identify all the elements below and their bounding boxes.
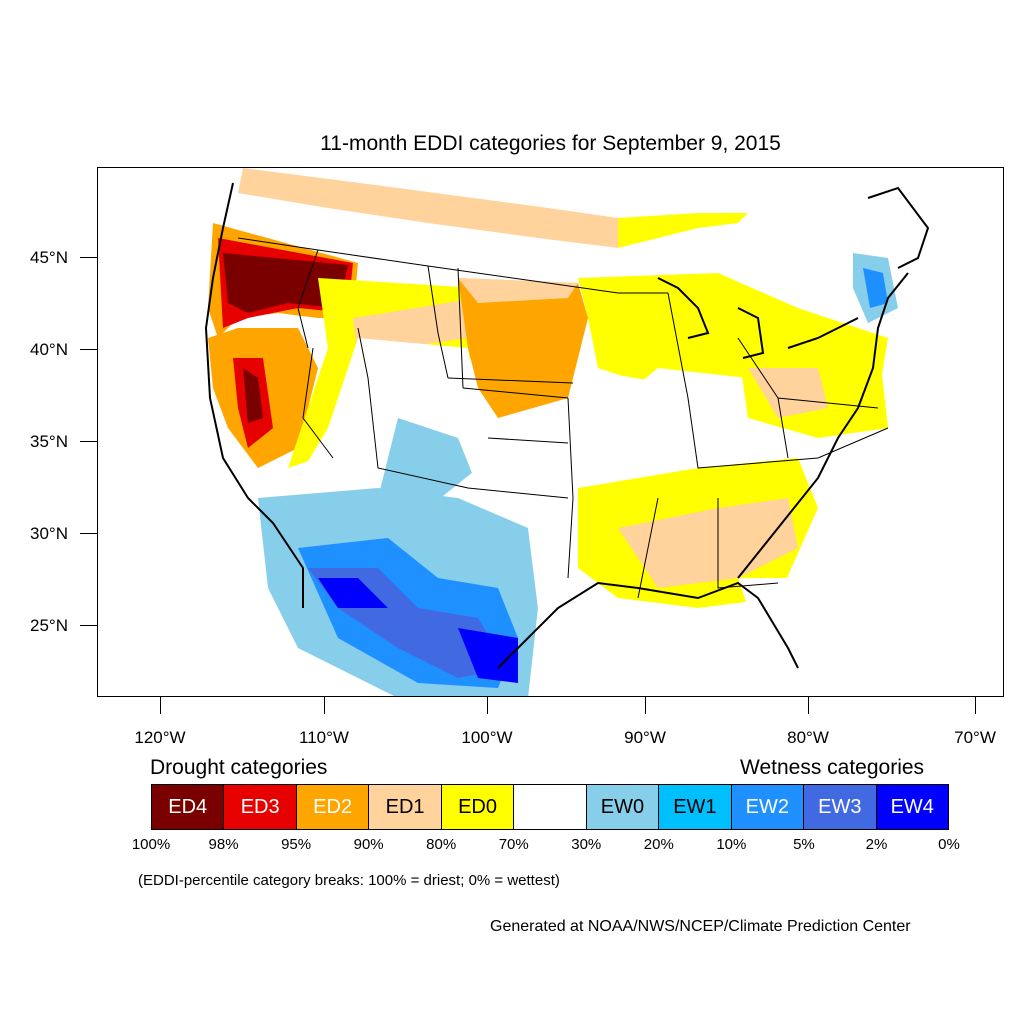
lon-tick xyxy=(324,697,325,714)
legend-cell-ew3: EW3 xyxy=(804,785,877,829)
lat-tick xyxy=(80,533,97,534)
legend-cell-ed3: ED3 xyxy=(224,785,297,829)
conus-map xyxy=(98,168,930,696)
coastlines xyxy=(204,182,930,669)
lon-label: 120°W xyxy=(134,728,186,747)
lon-tick xyxy=(645,697,646,714)
legend-break-label: 70% xyxy=(498,836,529,853)
category-note: (EDDI-percentile category breaks: 100% =… xyxy=(138,872,560,889)
legend-cell-ed4: ED4 xyxy=(152,785,225,829)
wetness-heading: Wetness categories xyxy=(740,756,925,779)
lon-tick xyxy=(975,697,976,714)
lon-tick xyxy=(808,697,809,714)
lat-label: 35°N xyxy=(30,432,68,451)
legend-cell-ew2: EW2 xyxy=(731,785,805,829)
lon-label: 110°W xyxy=(299,728,349,747)
lat-tick xyxy=(80,349,97,350)
legend-colorbar: ED4 ED3 ED2 ED1 ED0 EW0 EW1 EW2 EW3 EW4 xyxy=(151,784,949,830)
lon-label: 90°W xyxy=(624,728,666,747)
legend-cell-ed1: ED1 xyxy=(369,785,442,829)
legend-break-label: 100% xyxy=(131,836,171,853)
political-boundaries xyxy=(237,237,889,599)
lon-label: 100°W xyxy=(461,728,513,747)
legend-cell-neutral xyxy=(514,785,587,829)
drought-heading: Drought categories xyxy=(150,756,328,779)
map-panel xyxy=(97,167,1004,697)
legend-break-label: 5% xyxy=(793,836,815,853)
lat-tick xyxy=(80,625,97,626)
lat-tick xyxy=(80,257,97,258)
lat-label: 40°N xyxy=(30,340,68,359)
legend-break-label: 2% xyxy=(865,836,888,853)
lat-label: 25°N xyxy=(30,616,68,635)
lat-tick xyxy=(80,441,97,442)
legend-cell-ew0: EW0 xyxy=(586,785,660,829)
lon-label: 80°W xyxy=(787,728,829,747)
legend-break-label: 30% xyxy=(571,836,602,853)
legend-break-label: 90% xyxy=(353,836,384,853)
lon-label: 70°W xyxy=(954,728,996,747)
canada-band xyxy=(238,168,618,248)
legend-cell-ew1: EW1 xyxy=(659,785,732,829)
legend-break-label: 98% xyxy=(208,836,239,853)
map-title: 11-month EDDI categories for September 9… xyxy=(320,132,781,155)
legend-cell-ed0: ED0 xyxy=(441,785,515,829)
lat-label: 45°N xyxy=(30,248,68,267)
legend-break-label: 20% xyxy=(643,836,674,853)
legend-cell-ew4: EW4 xyxy=(876,785,948,829)
legend-break-label: 0% xyxy=(938,836,960,853)
northern-plains-drought xyxy=(458,278,588,418)
legend-break-label: 95% xyxy=(281,836,312,853)
lon-tick xyxy=(487,697,488,714)
legend-break-label: 80% xyxy=(426,836,457,853)
lat-label: 30°N xyxy=(30,524,68,543)
credit-line: Generated at NOAA/NWS/NCEP/Climate Predi… xyxy=(490,918,911,935)
legend-break-label: 10% xyxy=(716,836,747,853)
legend-cell-ed2: ED2 xyxy=(296,785,370,829)
lon-tick xyxy=(160,697,161,714)
